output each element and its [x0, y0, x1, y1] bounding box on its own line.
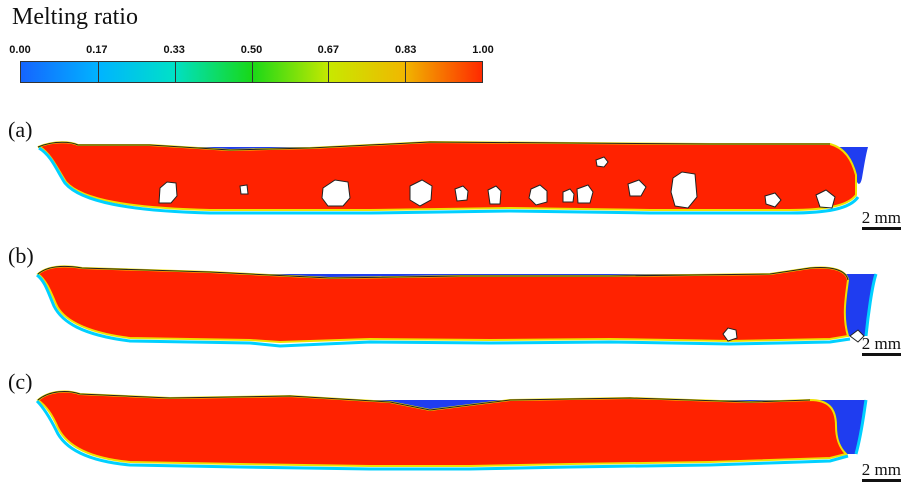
- panel-label: (a): [8, 117, 33, 142]
- tick-label-6: 1.00: [472, 44, 494, 56]
- scale-bar-label: 2 mm: [861, 460, 901, 479]
- melt-pool-plot-c: [10, 390, 909, 488]
- panel-label: (c): [8, 369, 33, 394]
- colorbar-tick-labels: 0.00 0.17 0.33 0.50 0.67 0.83 1.00: [9, 44, 493, 58]
- colorbar: [20, 61, 483, 83]
- scale-bar-line: [861, 479, 901, 482]
- melt-pool-plot-a: [10, 140, 909, 236]
- scale-bar-label: 2 mm: [861, 334, 901, 353]
- melt-pool-plot-b: [10, 265, 909, 362]
- panel-b: (b) 2 mm: [8, 243, 909, 362]
- tick-label-1: 0.17: [86, 44, 108, 56]
- colorbar-divider: [328, 62, 330, 82]
- tick-label-2: 0.33: [163, 44, 185, 56]
- scale-bar: 2 mm: [861, 460, 901, 482]
- unmelted-voids: [158, 156, 836, 209]
- tick-label-5: 0.83: [394, 44, 417, 56]
- scale-bar-line: [861, 227, 901, 230]
- melt-pool: [10, 265, 909, 362]
- tick-label-4: 0.67: [317, 44, 340, 56]
- unmelted-voids: [722, 327, 865, 343]
- scale-bar-label: 2 mm: [861, 208, 901, 227]
- scale-bar: 2 mm: [861, 334, 901, 356]
- colorbar-divider: [405, 62, 406, 82]
- tick-label-0: 0.00: [9, 44, 31, 56]
- colorbar-title: Melting ratio: [12, 4, 138, 30]
- panel-a: (a) 2 mm: [8, 117, 909, 236]
- tick-label-3: 0.50: [240, 44, 263, 56]
- colorbar-divider: [174, 62, 176, 82]
- panel-label: (b): [8, 243, 34, 268]
- panel-c: (c) 2 mm: [8, 369, 909, 488]
- melt-pool: [10, 390, 909, 488]
- scale-bar-line: [861, 353, 901, 356]
- colorbar-divider: [97, 62, 99, 82]
- scale-bar: 2 mm: [861, 208, 901, 230]
- colorbar-divider: [251, 62, 253, 82]
